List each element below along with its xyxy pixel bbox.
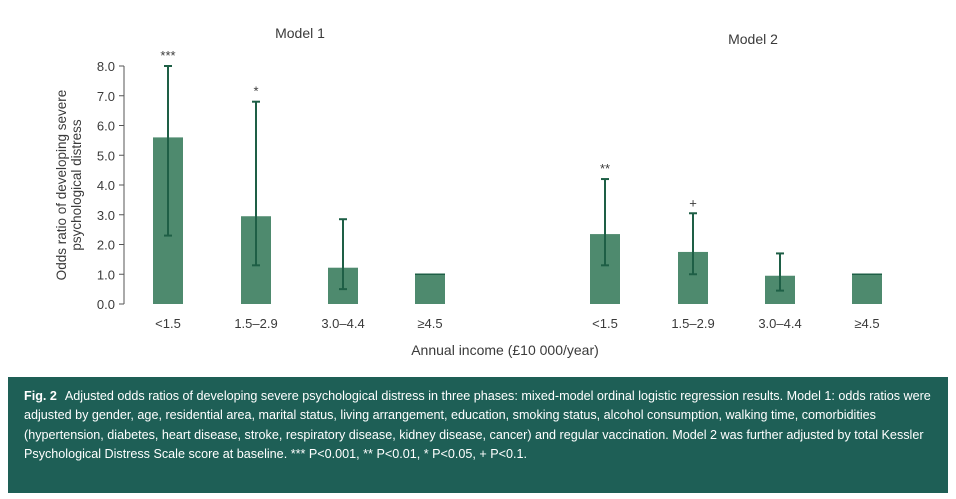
x-tick-label: <1.5 (592, 316, 618, 331)
bar (415, 274, 445, 304)
y-tick-label: 3.0 (97, 208, 115, 223)
y-tick-label: 2.0 (97, 238, 115, 253)
caption-text: Adjusted odds ratios of developing sever… (24, 389, 931, 462)
bar (852, 274, 882, 304)
y-tick-label: 0.0 (97, 297, 115, 312)
caption-label: Fig. 2 (24, 389, 57, 403)
significance-label: ** (600, 161, 610, 176)
y-axis-label: Odds ratio of developing severepsycholog… (54, 90, 84, 281)
y-tick-label: 5.0 (97, 148, 115, 163)
x-axis-label: Annual income (£10 000/year) (411, 342, 599, 358)
y-tick-label: 6.0 (97, 119, 115, 134)
x-tick-label: 1.5–2.9 (234, 316, 277, 331)
y-tick-label: 8.0 (97, 59, 115, 74)
x-tick-label: ≥4.5 (417, 316, 442, 331)
x-tick-label: <1.5 (155, 316, 181, 331)
significance-label: * (253, 84, 258, 99)
significance-label: *** (160, 48, 175, 63)
bar-chart: 0.0 1.0 2.0 3.0 4.0 5.0 6.0 7.0 8.0 Odds ratio of… (54, 25, 882, 358)
x-tick-label: 3.0–4.4 (321, 316, 364, 331)
figure-caption: Fig. 2 Adjusted odds ratios of developing… (8, 377, 948, 493)
panel-title: Model 2 (728, 31, 778, 47)
y-tick-label: 1.0 (97, 267, 115, 282)
significance-label: + (689, 195, 697, 210)
x-tick-label: ≥4.5 (854, 316, 879, 331)
y-tick-label: 4.0 (97, 178, 115, 193)
x-tick-label: 3.0–4.4 (758, 316, 801, 331)
panel-title: Model 1 (275, 25, 325, 41)
x-tick-label: 1.5–2.9 (671, 316, 714, 331)
y-tick-label: 7.0 (97, 89, 115, 104)
